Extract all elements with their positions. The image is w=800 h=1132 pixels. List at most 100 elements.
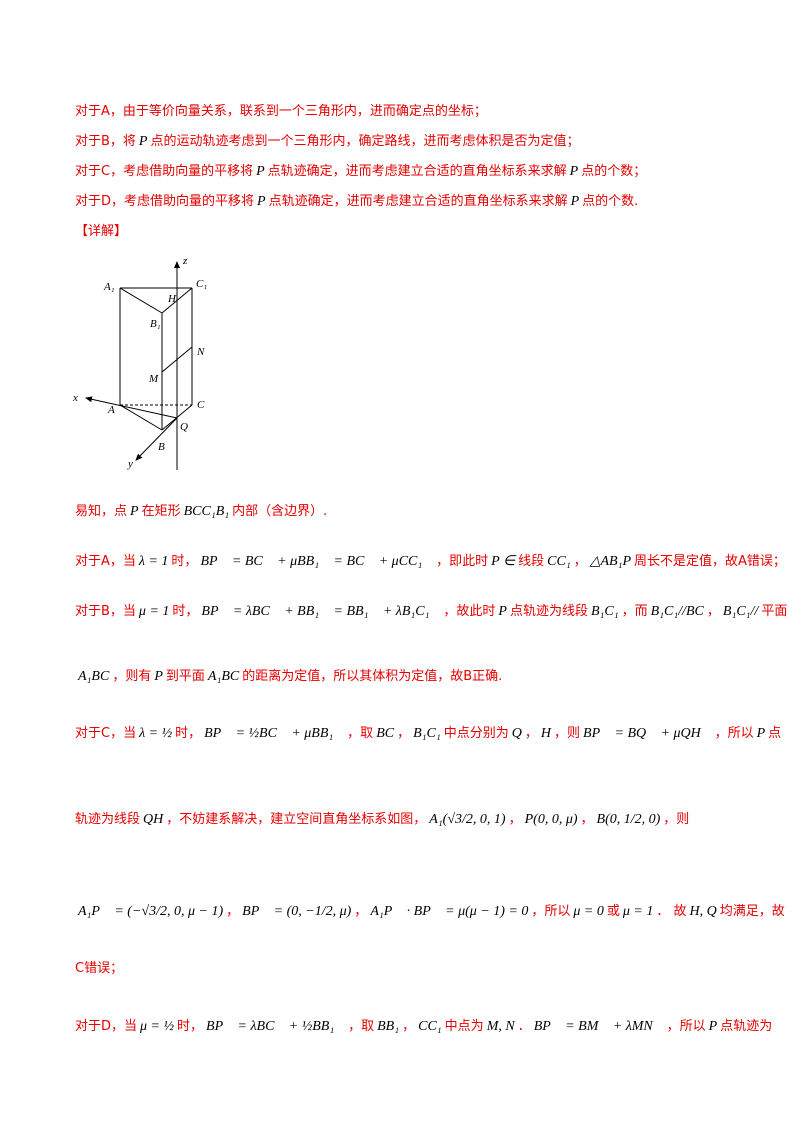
formula: P <box>130 504 139 519</box>
text: ，故此时 <box>443 604 496 619</box>
text: ，所以 <box>714 726 754 741</box>
formula: Q <box>511 726 522 741</box>
text: ，则 <box>554 726 581 741</box>
text-line: 对于B，将 P 点的运动轨迹考虑到一个三角形内，确定路线，进而考虑体积是否为定值； <box>75 130 580 150</box>
formula: P <box>257 194 266 209</box>
text: ． 故 <box>656 904 687 919</box>
text: 时， <box>175 726 202 741</box>
point-label: B <box>158 441 165 453</box>
formula: μ = 1 <box>622 904 654 919</box>
text: 对于A，当 <box>75 554 136 569</box>
text: 时， <box>172 604 199 619</box>
formula: μ = ½ <box>140 1019 174 1034</box>
text-line: 对于A，由于等价向量关系，联系到一个三角形内，进而确定点的坐标； <box>75 100 487 119</box>
text: ， <box>508 812 522 827</box>
formula: P <box>154 669 163 684</box>
formula: CC₁ <box>418 1019 442 1034</box>
text: 对于B，当 <box>75 604 136 619</box>
formula: μ = 1 <box>138 604 170 619</box>
text: ， <box>354 904 368 919</box>
formula: P <box>256 164 265 179</box>
text-line: 对于C，当 λ = ½ 时， BP⃗ = ½BC⃗ + μBB₁⃗ ，取 BC， B₁C₁ 中… <box>75 722 781 742</box>
text-line: 轨迹为线段 QH ，不妨建系解决，建立空间直角坐标系如图， A₁(√3/2, 0, 1… <box>75 808 689 828</box>
formula: △AB₁P <box>589 554 632 569</box>
text: 在矩形 <box>141 504 181 519</box>
text-line: 对于B，当 μ = 1 时， BP⃗ = λBC⃗ + BB₁⃗ = BB₁⃗ + λ… <box>75 600 787 620</box>
text: 对于C，考虑借助向量的平移将 <box>75 164 254 179</box>
edge <box>119 404 163 431</box>
text: 轨迹为线段 <box>75 812 141 827</box>
text: ， <box>706 604 720 619</box>
text: ，所以 <box>666 1019 706 1034</box>
text: 中点分别为 <box>443 726 509 741</box>
prism-figure: A₁ C₁ H B₁ N Mx A CQ By z <box>72 255 207 470</box>
point-label: B₁ <box>150 318 161 330</box>
formula: P <box>756 726 766 741</box>
point-label: y <box>127 458 133 470</box>
formula: QH <box>143 812 164 827</box>
text-line: 对于C，考虑借助向量的平移将 P 点轨迹确定，进而考虑建立合适的直角坐标系来求解 P 点… <box>75 160 646 180</box>
formula: P ∈ <box>491 554 516 569</box>
point-label: x <box>72 392 78 404</box>
text: 到平面 <box>165 669 205 684</box>
y-axis <box>135 417 178 461</box>
formula: CC₁ <box>547 554 571 569</box>
point-label: N <box>196 346 205 358</box>
formula: BC <box>376 726 395 741</box>
point-label: A <box>107 404 115 416</box>
formula: BP⃗ = λBC⃗ + ½BB₁⃗ <box>206 1019 346 1034</box>
point-label: z <box>182 255 188 267</box>
text-line: A₁P⃗ = (−√3/2, 0, μ − 1)， BP⃗ = (0, −1/2,… <box>75 900 785 920</box>
text: ，所以 <box>531 904 571 919</box>
text-line: A₁BC ，则有 P 到平面 A₁BC 的距离为定值，所以其体积为定值，故B正确. <box>75 665 502 685</box>
text: ，则 <box>663 812 690 827</box>
text: ，即此时 <box>436 554 489 569</box>
text: 点轨迹确定，进而考虑建立合适的直角坐标系来求解 <box>267 164 567 179</box>
formula: P <box>570 194 580 209</box>
text: 均满足，故 <box>719 904 785 919</box>
text: C错误； <box>75 961 124 976</box>
text: ，而 <box>621 604 648 619</box>
text: ， <box>573 554 587 569</box>
formula: H, Q <box>689 904 717 919</box>
formula: A₁P⃗ = (−√3/2, 0, μ − 1) <box>78 904 224 919</box>
text: 点轨迹确定，进而考虑建立合适的直角坐标系来求解 <box>268 194 568 209</box>
text: 点的运动轨迹考虑到一个三角形内，确定路线，进而考虑体积是否为定值； <box>150 134 580 149</box>
point-label: C₁ <box>196 278 207 290</box>
text: 对于B，将 <box>75 134 136 149</box>
text: 周长不是定值，故A错误； <box>634 554 786 569</box>
text: 点轨迹为线段 <box>509 604 588 619</box>
text: 时， <box>177 1019 204 1034</box>
text: 中点为 <box>444 1019 484 1034</box>
text: 对于D，考虑借助向量的平移将 <box>75 194 255 209</box>
text: 【详解】 <box>75 224 128 239</box>
text-line: 【详解】 <box>75 220 127 239</box>
point-label: M <box>148 373 159 385</box>
text: 点的个数； <box>581 164 647 179</box>
text: 时， <box>171 554 198 569</box>
formula: B₁C₁// <box>722 604 759 619</box>
formula: BP⃗ = BC⃗ + μBB₁⃗ = BC⃗ + μCC₁⃗ <box>200 554 434 569</box>
formula: A₁(√3/2, 0, 1) <box>429 812 506 827</box>
text: 或 <box>606 904 620 919</box>
text: 平面 <box>761 604 788 619</box>
formula: H <box>540 726 551 741</box>
formula: A₁P⃗ · BP⃗ = μ(μ − 1) = 0 <box>370 904 529 919</box>
text-line: C错误； <box>75 957 123 976</box>
formula: P <box>569 164 579 179</box>
formula: λ = ½ <box>139 726 173 741</box>
formula: BP⃗ = BM⃗ + λMN⃗ <box>533 1019 664 1034</box>
formula: B(0, 1/2, 0) <box>596 812 661 827</box>
text: 对于D，当 <box>75 1019 138 1034</box>
text: ，取 <box>347 726 374 741</box>
text: ， <box>402 1019 416 1034</box>
text: ， <box>524 726 538 741</box>
formula: P(0, 0, μ) <box>524 812 578 827</box>
text: 易知，点 <box>75 504 128 519</box>
formula: BB₁ <box>377 1019 400 1034</box>
text: ，则有 <box>112 669 152 684</box>
text: 点的个数. <box>582 194 639 209</box>
formula: P <box>498 604 507 619</box>
text-line: 对于A，当 λ = 1 时， BP⃗ = BC⃗ + μBB₁⃗ = BC⃗ + μC… <box>75 550 786 570</box>
